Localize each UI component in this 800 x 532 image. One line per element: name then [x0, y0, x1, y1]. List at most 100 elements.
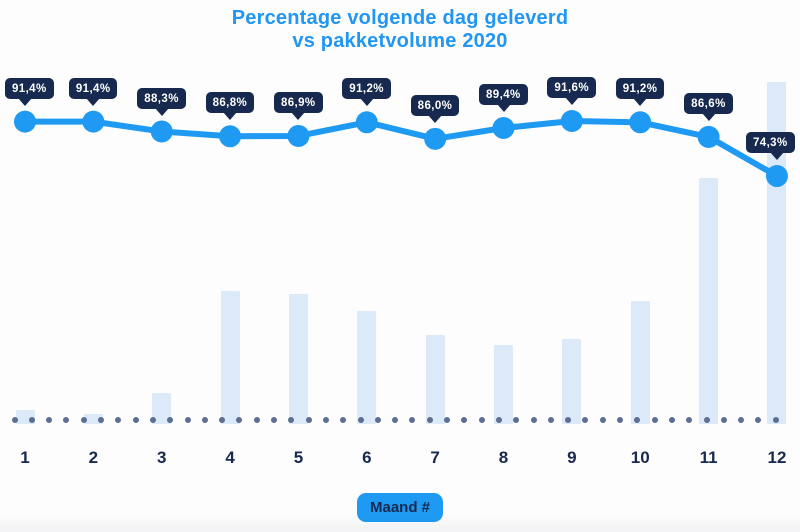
x-axis-label: 4: [225, 448, 235, 467]
baseline-dot: [80, 416, 87, 423]
baseline-dot: [236, 416, 243, 423]
baseline-dot: [582, 416, 589, 423]
data-point-marker: [355, 111, 378, 134]
baseline-dot: [565, 416, 572, 423]
baseline-dot: [547, 416, 554, 423]
baseline-dot: [271, 416, 277, 423]
data-label-badge: 86,9%: [273, 91, 323, 113]
baseline-dot: [772, 416, 779, 423]
baseline-dot: [288, 416, 295, 423]
data-label-tail: [18, 97, 32, 106]
baseline-dot: [340, 416, 347, 423]
x-axis-label: 11: [699, 448, 718, 467]
data-point-marker: [150, 120, 173, 143]
baseline-dot: [686, 416, 693, 423]
baseline-dot: [63, 416, 70, 423]
baseline-dot: [167, 416, 174, 423]
baseline-dot: [599, 416, 606, 423]
data-point-marker: [424, 127, 447, 150]
data-label-tail: [428, 114, 443, 123]
data-label-tail: [154, 107, 169, 116]
x-axis-title-label: Maand #: [369, 499, 431, 516]
data-label-badge: 91,2%: [342, 78, 391, 100]
volume-bar: [288, 294, 308, 424]
data-label-badge: 74,3%: [746, 132, 795, 154]
chart-title-line1: Percentage volgende dag geleverd: [231, 7, 569, 29]
x-axis-label: 7: [430, 448, 440, 467]
baseline-dot: [28, 416, 35, 423]
volume-bar: [152, 393, 172, 424]
data-label-badge: 91,4%: [68, 77, 118, 99]
baseline-dot: [634, 416, 641, 423]
data-point-marker: [765, 165, 788, 188]
data-label-tail: [496, 104, 511, 112]
baseline-dot: [132, 416, 139, 423]
baseline-dot: [115, 416, 122, 423]
baseline-dot: [98, 416, 104, 423]
baseline-dot: [357, 416, 364, 423]
baseline-dot: [513, 416, 520, 423]
baseline-dot: [426, 416, 433, 423]
baseline-dot: [409, 416, 416, 423]
x-axis-label: 10: [630, 448, 650, 467]
baseline-dot: [219, 416, 226, 423]
baseline-dot: [738, 416, 745, 423]
volume-bar: [630, 300, 650, 424]
volume-bar: [357, 311, 377, 424]
baseline-dot: [461, 416, 468, 423]
data-point-marker: [219, 125, 242, 148]
data-label-badge: 91,4%: [5, 77, 54, 99]
x-axis-label: 6: [362, 448, 372, 467]
baseline-dot: [703, 416, 710, 423]
data-label-badge: 89,4%: [479, 84, 528, 105]
baseline-dot: [530, 416, 537, 423]
data-label-badge: 91,6%: [547, 77, 596, 98]
data-point-marker: [492, 117, 515, 140]
data-label-badge: 86,8%: [205, 92, 255, 114]
baseline-dot: [46, 416, 53, 423]
data-label-tail: [223, 112, 238, 121]
x-axis-label: 12: [767, 448, 787, 467]
volume-bar: [220, 290, 240, 424]
baseline-dot: [253, 416, 260, 423]
data-label-badge: 88,3%: [137, 87, 186, 109]
baseline-dot: [305, 416, 312, 423]
baseline-dot: [11, 416, 18, 423]
x-axis-label: 8: [498, 448, 509, 467]
x-axis-label: 5: [293, 448, 304, 467]
x-axis-label: 1: [20, 448, 30, 467]
baseline-dot: [478, 416, 485, 423]
baseline-dot: [392, 416, 399, 423]
volume-bar: [699, 177, 719, 424]
baseline-dot: [755, 416, 762, 423]
baseline-dot: [495, 416, 502, 423]
baseline-dot: [374, 416, 381, 423]
baseline-dot: [668, 416, 675, 423]
data-point-marker: [560, 110, 583, 133]
data-label-tail: [701, 112, 716, 121]
baseline-dot: [322, 416, 329, 423]
data-point-marker: [629, 111, 652, 134]
data-label-tail: [86, 97, 101, 106]
chart-title: Percentage volgende dag geleverd vs pakk…: [0, 7, 800, 53]
data-label-tail: [359, 98, 374, 107]
baseline-dot: [184, 416, 191, 423]
data-label-badge: 86,0%: [410, 94, 460, 116]
data-label-tail: [633, 98, 648, 107]
volume-bar: [494, 345, 514, 424]
data-label-tail: [564, 97, 579, 105]
data-point-marker: [697, 125, 720, 148]
chart-title-line2: vs pakketvolume 2020: [292, 30, 508, 52]
volume-bar: [425, 335, 445, 424]
baseline-dot: [617, 416, 623, 423]
data-point-marker: [82, 110, 105, 133]
baseline-dot: [651, 416, 658, 423]
baseline-dot: [201, 416, 208, 423]
data-label-badge: 91,2%: [615, 78, 665, 100]
baseline-dot: [149, 416, 156, 423]
data-label-tail: [291, 111, 306, 120]
x-axis-label: 9: [567, 448, 577, 467]
baseline-dot: [444, 416, 450, 423]
